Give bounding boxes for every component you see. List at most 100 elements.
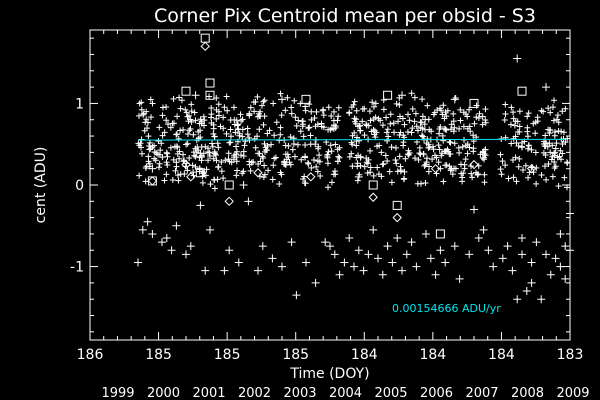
plus-point [158,238,166,247]
x-tick-labels: 186 185 185 185 184 184 184 183 [77,347,584,363]
band-point [361,163,368,170]
band-point [549,173,556,180]
band-point [417,119,424,126]
band-point [558,128,565,135]
band-point [371,127,378,134]
band-point [197,134,204,141]
band-point [260,174,267,181]
band-point [409,125,416,132]
band-point [268,141,275,148]
band-point [481,171,488,178]
band-point [542,132,549,139]
band-point [481,179,488,186]
band-point [397,113,404,120]
band-point [242,138,249,145]
band-point [269,176,276,183]
band-point [546,126,553,133]
year-label: 1999 [101,386,134,400]
band-point [288,110,295,117]
band-point [512,154,519,161]
band-point [205,157,212,164]
square-point [181,86,191,96]
band-point [308,116,315,123]
plus-point [561,274,570,283]
x-tick-label: 185 [145,347,172,363]
band-point [214,140,221,147]
plus-point [138,225,147,234]
diamond-point [253,168,263,178]
square-point [368,180,378,190]
band-point [176,155,183,162]
band-point [299,118,306,125]
band-point [141,127,148,134]
band-point [423,155,430,162]
plus-point [220,266,229,275]
band-point [140,111,147,118]
chart-title: Corner Pix Centroid mean per obsid - S3 [154,5,536,27]
band-point [233,143,240,150]
band-point [354,160,361,167]
square-point [205,90,215,100]
band-point [408,90,415,97]
band-point [211,177,218,184]
band-point [559,108,566,115]
band-point [327,142,334,149]
band-point [308,108,315,115]
band-point [264,130,271,137]
band-point [406,117,413,124]
band-point [199,173,206,180]
year-label: 2001 [192,386,225,400]
band-point [470,148,477,155]
diamond-point [430,163,441,174]
band-point [404,129,411,136]
band-point [307,132,314,139]
band-point [251,108,258,115]
year-label: 2002 [238,386,271,400]
band-point [379,122,386,129]
plus-point [561,242,570,251]
band-point [233,158,240,165]
band-point [199,179,206,186]
band-point [278,171,285,178]
plus-point [422,229,430,238]
band-point [516,108,523,115]
square-point [383,90,393,100]
band-point [502,101,509,108]
band-point [529,164,536,171]
band-point [146,146,153,153]
band-point [143,163,150,170]
band-point [325,126,332,133]
band-point [161,177,168,184]
band-point [449,171,456,178]
band-point [163,171,170,178]
band-point [385,133,392,140]
band-point [402,155,409,162]
band-point [305,125,312,132]
band-point [210,121,217,128]
plus-point [498,254,507,263]
band-point [438,152,445,159]
plus-point [393,234,402,243]
band-point [442,109,449,116]
band-point [304,159,311,166]
band-point [346,110,353,117]
band-point [189,162,196,169]
band-point [220,114,227,121]
plus-point [340,258,349,267]
plus-point [378,270,387,279]
band-point [513,139,520,146]
band-point [524,133,531,140]
band-point [411,118,418,125]
diamond-point [392,212,402,223]
plus-point [244,197,253,206]
band-point [433,154,440,161]
band-point [324,154,331,161]
band-point [286,159,293,166]
band-point [328,179,335,186]
band-point [138,136,145,143]
band-point [155,151,162,158]
band-point [176,94,183,101]
band-point [227,133,234,140]
band-point [555,182,562,189]
band-point [545,105,552,112]
